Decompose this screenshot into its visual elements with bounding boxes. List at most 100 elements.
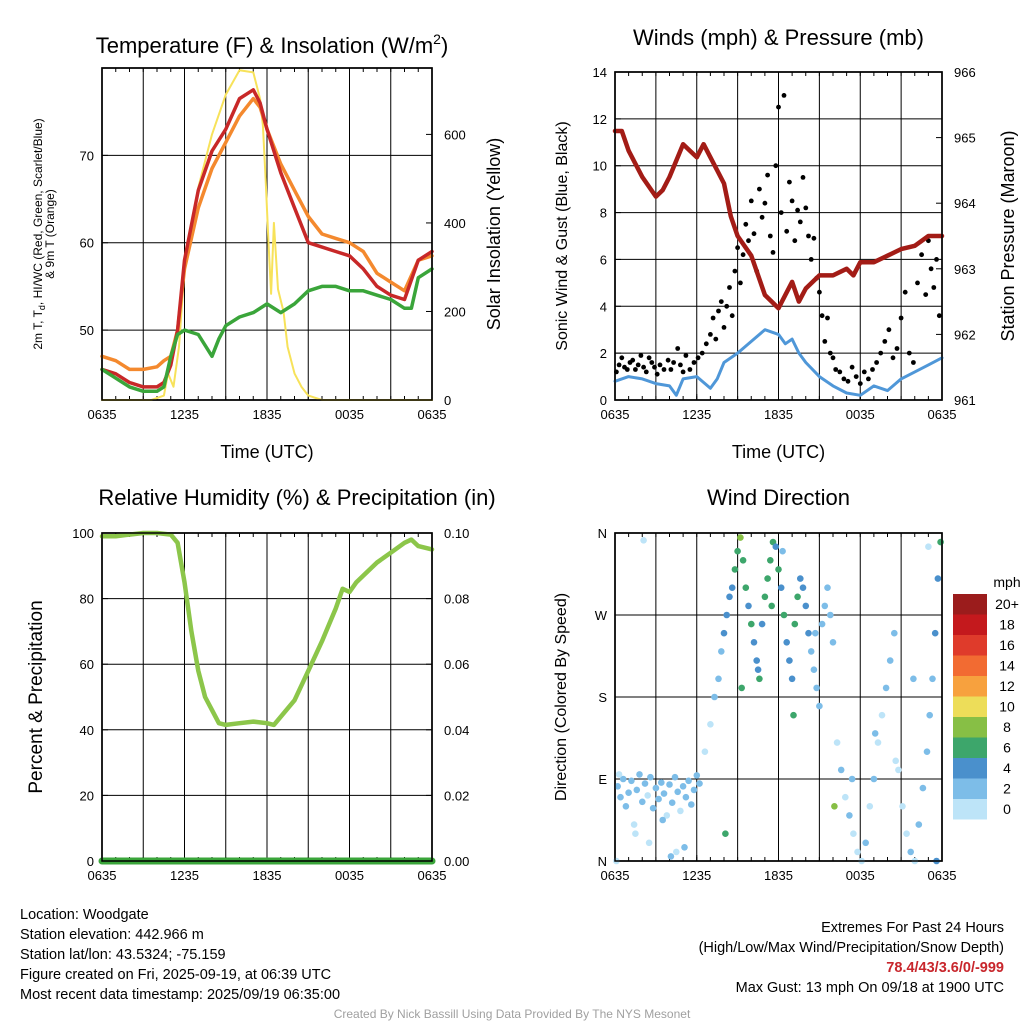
direction-point [701,748,709,755]
direction-point [756,675,763,683]
gust-point [691,360,697,365]
y-tick-label: 14 [593,65,607,80]
x-tick-label: 0035 [846,407,875,422]
x-tick-label: 0635 [928,407,957,422]
gust-point [757,186,762,192]
direction-point [754,666,762,673]
direction-point [718,648,725,655]
gust-point [827,350,833,356]
legend-label: 0 [1003,801,1011,817]
gust-point [853,374,859,379]
gust-point [738,280,743,286]
gust-point [713,336,719,342]
gust-point [765,172,770,178]
x-tick-label: 0635 [601,868,630,883]
direction-point [791,620,799,628]
direction-point [929,675,936,683]
gust-point [915,280,920,286]
recent-data-text: Most recent data timestamp: 2025/09/19 0… [20,987,341,1003]
direction-point [688,801,695,808]
gust-point [649,360,655,365]
gust-point [724,303,730,309]
gust-point [641,364,646,370]
direction-point [829,639,837,646]
direction-point [925,543,932,550]
gust-point [654,371,660,377]
direction-point [821,602,829,610]
gust-point [657,362,663,368]
y-tick-label: 0 [600,393,607,408]
y-tick-label: 50 [80,323,94,338]
legend-swatch [953,717,987,738]
direction-point [805,629,812,637]
gust-point [732,268,738,274]
direction-point [923,748,931,755]
legend-label: 20+ [995,596,1019,612]
gust-point [619,355,625,361]
direction-point [655,795,662,803]
x-tick-label: 1835 [764,407,793,422]
x-tick-label: 0635 [928,868,957,883]
direction-point [775,566,782,573]
direction-point [895,766,902,774]
direction-point [907,848,914,856]
y-right-tick-label: 961 [954,393,976,408]
rh-line [99,530,435,728]
direction-point [850,830,857,837]
direction-point [667,853,675,860]
direction-point [886,657,894,664]
gust-point [675,346,681,351]
y-axis-label: Sonic Wind & Gust (Blue, Black) [554,121,571,350]
direction-point [790,711,797,719]
gust-point [668,367,674,372]
gust-point [751,231,757,237]
legend-label: 16 [999,637,1015,653]
direction-point [614,783,621,790]
gust-point [770,250,776,255]
gust-point [857,381,863,386]
direction-point [738,684,745,692]
station-info: Location: Woodgate Station elevation: 44… [20,905,340,1005]
pressure-line [612,128,945,311]
x-tick-label: 0635 [88,868,117,883]
gust-point [776,104,781,110]
gust-point [781,93,787,98]
gust-point [695,355,701,361]
direction-point [668,799,676,806]
gust-point [911,360,916,365]
gust-point [819,313,825,319]
direction-point [874,739,882,746]
gust-point [800,175,806,180]
direction-point [919,784,927,792]
gust-point [878,350,884,356]
direction-point [903,830,910,837]
gust-point [638,353,644,358]
direction-point [685,777,692,785]
y-right-tick-label: 962 [954,327,976,342]
extremes-title: Extremes For Past 24 Hours [821,920,1004,936]
direction-point [926,711,933,719]
direction-point [813,684,820,692]
y-right-tick-label: 0.06 [444,657,469,672]
gust-point [729,313,735,319]
direction-point [663,812,671,819]
chart-title: Relative Humidity (%) & Precipitation (i… [98,485,495,510]
direction-point [758,620,766,628]
y-axis-label: 2m T, Td, HI/WC (Red, Green, Scarlet/Blu… [31,118,47,349]
extremes-values: 78.4/43/3.6/0/-999 [886,960,1004,976]
direction-point [726,593,733,601]
direction-point [659,816,666,824]
gust-point [874,360,879,365]
direction-point [728,584,736,591]
direction-point [674,788,681,796]
gust-point [721,325,727,330]
latlon-text: Station lat/lon: 43.5324; -75.159 [20,947,226,963]
gust-point [936,313,942,319]
y-tick-label: W [595,608,608,623]
elevation-text: Station elevation: 442.966 m [20,927,204,943]
direction-point [639,798,646,806]
gust-point [822,339,828,344]
direction-point [731,566,739,573]
y-right-axis-label: Station Pressure (Maroon) [998,130,1018,341]
direction-point [824,584,831,591]
